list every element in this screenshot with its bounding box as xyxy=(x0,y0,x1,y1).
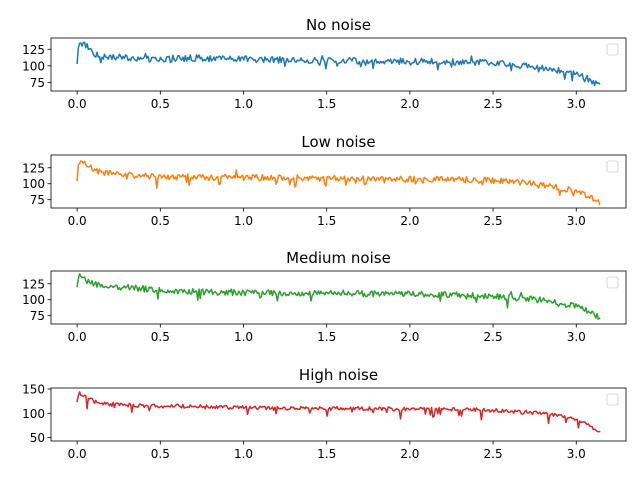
y-tick-label: 125 xyxy=(22,161,45,175)
series-line xyxy=(76,273,601,320)
legend-box xyxy=(606,43,619,56)
series-line xyxy=(76,391,601,433)
subplot-title: No noise xyxy=(306,16,371,34)
x-tick-label: 2.0 xyxy=(400,330,419,344)
x-tick-label: 1.5 xyxy=(317,214,336,228)
y-tick-label: 50 xyxy=(30,431,45,445)
x-tick-label: 3.0 xyxy=(567,447,586,461)
x-tick-label: 2.0 xyxy=(400,214,419,228)
y-tick-label: 100 xyxy=(22,407,45,421)
x-tick-label: 1.5 xyxy=(317,447,336,461)
x-tick-label: 2.5 xyxy=(484,330,503,344)
x-tick-label: 0.5 xyxy=(151,97,170,111)
x-tick-label: 3.0 xyxy=(567,330,586,344)
y-tick-label: 150 xyxy=(22,382,45,396)
y-tick-label: 75 xyxy=(30,193,45,207)
axes-frame xyxy=(50,387,627,442)
subplot-4: High noise 0.0 0.5 1.0 1.5 2.0 2.5 3.0 50 100 150 xyxy=(22,366,627,461)
x-tick-label: 3.0 xyxy=(567,214,586,228)
axes-frame xyxy=(50,154,627,209)
x-tick-label: 0.0 xyxy=(68,97,87,111)
x-tick-label: 2.0 xyxy=(400,447,419,461)
subplot-title: High noise xyxy=(299,366,378,384)
x-tick-label: 1.5 xyxy=(317,97,336,111)
series-line xyxy=(76,41,601,86)
x-tick-label: 0.0 xyxy=(68,330,87,344)
subplot-title: Low noise xyxy=(301,133,375,151)
subplot-2: Low noise 0.0 0.5 1.0 1.5 2.0 2.5 3.0 75 100 125 xyxy=(22,133,627,228)
x-tick-label: 0.5 xyxy=(151,214,170,228)
subplot-title: Medium noise xyxy=(286,249,391,267)
y-tick-label: 75 xyxy=(30,76,45,90)
x-tick-label: 0.5 xyxy=(151,447,170,461)
series-line xyxy=(76,160,601,206)
y-tick-label: 100 xyxy=(22,293,45,307)
x-tick-label: 3.0 xyxy=(567,97,586,111)
x-tick-label: 0.0 xyxy=(68,447,87,461)
x-tick-label: 1.0 xyxy=(234,330,253,344)
x-tick-label: 0.0 xyxy=(68,214,87,228)
x-tick-label: 0.5 xyxy=(151,330,170,344)
subplot-1: No noise 0.0 0.5 1.0 1.5 2.0 2.5 3.0 75 100 125 xyxy=(22,16,627,111)
legend-box xyxy=(606,393,619,406)
subplot-3: Medium noise 0.0 0.5 1.0 1.5 2.0 2.5 3.0 75 100 12… xyxy=(22,249,627,344)
y-tick-label: 100 xyxy=(22,59,45,73)
y-tick-label: 100 xyxy=(22,177,45,191)
y-tick-label: 125 xyxy=(22,43,45,57)
x-tick-label: 1.0 xyxy=(234,214,253,228)
x-tick-label: 2.5 xyxy=(484,214,503,228)
x-tick-label: 1.5 xyxy=(317,330,336,344)
x-tick-label: 2.5 xyxy=(484,447,503,461)
x-tick-label: 1.0 xyxy=(234,447,253,461)
x-tick-label: 2.5 xyxy=(484,97,503,111)
x-tick-label: 2.0 xyxy=(400,97,419,111)
y-tick-label: 75 xyxy=(30,309,45,323)
x-tick-label: 1.0 xyxy=(234,97,253,111)
y-tick-label: 125 xyxy=(22,277,45,291)
legend-box xyxy=(606,276,619,289)
legend-box xyxy=(606,160,619,173)
